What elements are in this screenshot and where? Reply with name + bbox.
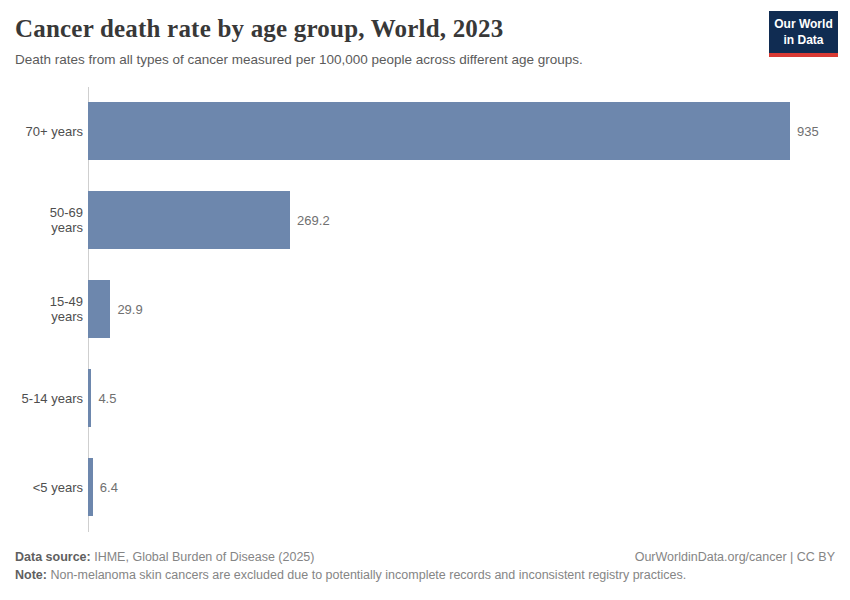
bar[interactable] [88, 458, 93, 516]
data-source-label: Data source: [15, 550, 91, 564]
value-label: 29.9 [117, 302, 142, 317]
owid-logo-line2: in Data [773, 33, 834, 49]
bar-rows: 70+ years 935 50-69 years 269.2 15-49 years 2… [15, 87, 835, 532]
chart-title: Cancer death rate by age group, World, 2… [15, 13, 835, 44]
category-label: <5 years [15, 480, 83, 495]
bar-area: 6.4 [88, 458, 835, 516]
bar-row: 5-14 years 4.5 [15, 354, 835, 443]
chart-page: Cancer death rate by age group, World, 2… [0, 0, 850, 600]
bar[interactable] [88, 102, 790, 160]
note-text: Non-melanoma skin cancers are excluded d… [47, 568, 686, 582]
bar[interactable] [88, 280, 110, 338]
bar-area: 935 [88, 102, 835, 160]
bar-area: 269.2 [88, 191, 835, 249]
value-label: 935 [797, 124, 819, 139]
category-label: 70+ years [15, 124, 83, 139]
bar-area: 4.5 [88, 369, 835, 427]
bar-row: 50-69 years 269.2 [15, 176, 835, 265]
owid-logo[interactable]: Our World in Data [769, 11, 838, 57]
chart-subtitle: Death rates from all types of cancer mea… [15, 51, 835, 69]
bar[interactable] [88, 369, 91, 427]
footer-line-1: Data source: IHME, Global Burden of Dise… [15, 548, 835, 566]
owid-logo-line1: Our World [773, 17, 834, 33]
bar-row: 15-49 years 29.9 [15, 265, 835, 354]
footer-note: Note: Non-melanoma skin cancers are excl… [15, 566, 835, 584]
header: Cancer death rate by age group, World, 2… [15, 0, 835, 69]
category-label: 50-69 years [15, 205, 83, 235]
attribution-link[interactable]: OurWorldinData.org/cancer | CC BY [635, 548, 835, 566]
data-source: Data source: IHME, Global Burden of Dise… [15, 548, 314, 566]
category-label: 5-14 years [15, 391, 83, 406]
footer: Data source: IHME, Global Burden of Dise… [15, 548, 835, 584]
bar-area: 29.9 [88, 280, 835, 338]
bar-row: <5 years 6.4 [15, 443, 835, 532]
bar-chart: 70+ years 935 50-69 years 269.2 15-49 years 2… [15, 87, 835, 532]
note-label: Note: [15, 568, 47, 582]
value-label: 269.2 [297, 213, 330, 228]
category-label: 15-49 years [15, 294, 83, 324]
bar[interactable] [88, 191, 290, 249]
value-label: 6.4 [100, 480, 118, 495]
value-label: 4.5 [98, 391, 116, 406]
bar-row: 70+ years 935 [15, 87, 835, 176]
data-source-text: IHME, Global Burden of Disease (2025) [91, 550, 315, 564]
